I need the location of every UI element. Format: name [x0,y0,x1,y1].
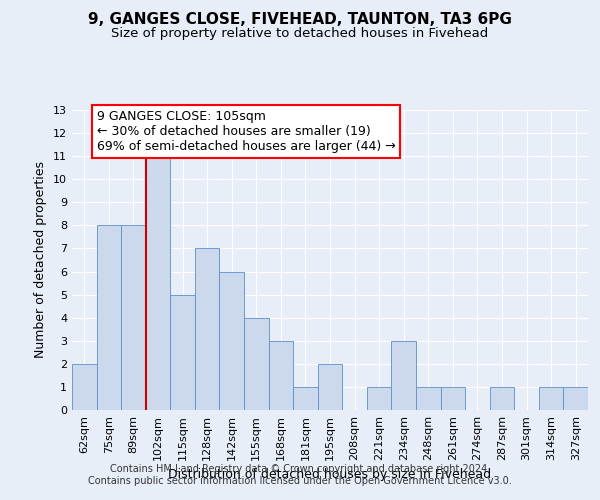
Bar [269,341,293,410]
Bar [146,156,170,410]
Text: 9 GANGES CLOSE: 105sqm
← 30% of detached houses are smaller (19)
69% of semi-det: 9 GANGES CLOSE: 105sqm ← 30% of detached… [97,110,395,153]
Bar [416,387,440,410]
Bar [539,387,563,410]
Y-axis label: Number of detached properties: Number of detached properties [34,162,47,358]
X-axis label: Distribution of detached houses by size in Fivehead: Distribution of detached houses by size … [169,468,491,481]
Bar [440,387,465,410]
Bar [220,272,244,410]
Bar [391,341,416,410]
Bar [490,387,514,410]
Text: Size of property relative to detached houses in Fivehead: Size of property relative to detached ho… [112,28,488,40]
Bar [195,248,220,410]
Bar [318,364,342,410]
Bar [563,387,588,410]
Bar [367,387,391,410]
Bar [170,294,195,410]
Bar [293,387,318,410]
Text: 9, GANGES CLOSE, FIVEHEAD, TAUNTON, TA3 6PG: 9, GANGES CLOSE, FIVEHEAD, TAUNTON, TA3 … [88,12,512,28]
Bar [244,318,269,410]
Bar [97,226,121,410]
Bar [121,226,146,410]
Text: Contains HM Land Registry data © Crown copyright and database right 2024.
Contai: Contains HM Land Registry data © Crown c… [88,464,512,486]
Bar [72,364,97,410]
